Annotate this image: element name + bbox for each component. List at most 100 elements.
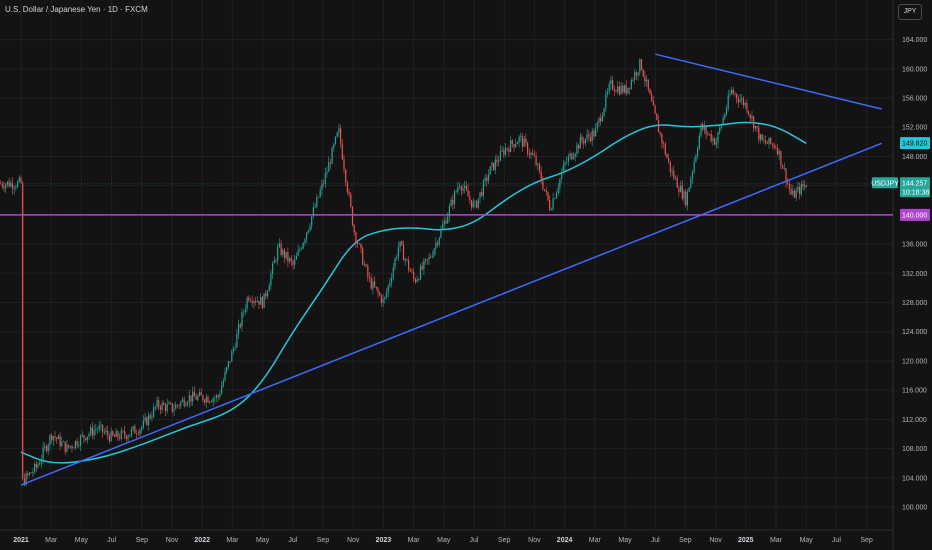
- candle-body: [418, 279, 420, 280]
- candle-body: [210, 401, 212, 403]
- candle-body: [68, 444, 70, 448]
- candle-body: [139, 429, 141, 435]
- candle-body: [523, 138, 525, 147]
- candle-body: [122, 430, 124, 432]
- candle-body: [697, 148, 699, 156]
- time-tick-label: Nov: [709, 537, 722, 544]
- candle-body: [695, 155, 697, 162]
- candle-body: [622, 85, 624, 93]
- candle-body: [277, 246, 279, 261]
- candle-body: [433, 248, 435, 256]
- candle-body: [32, 471, 34, 474]
- candle-body: [266, 291, 269, 297]
- price-axis[interactable]: 100.000 104.000 108.000 112.000 116.000 120.0…: [902, 37, 927, 511]
- price-tick-label: 120.000: [902, 358, 927, 365]
- candle-body: [678, 187, 680, 193]
- candle-body: [438, 237, 440, 245]
- candle-body: [593, 130, 595, 137]
- candle-body: [729, 94, 731, 96]
- candle-body: [771, 143, 773, 145]
- candle-body: [571, 153, 573, 160]
- candle-body: [362, 248, 364, 265]
- candle-body: [166, 404, 168, 411]
- candle-body: [635, 72, 637, 76]
- candle-body: [285, 252, 287, 259]
- candle-body: [550, 209, 552, 211]
- candle-body: [62, 441, 65, 443]
- candle-body: [746, 103, 748, 112]
- candle-body: [178, 405, 180, 406]
- candle-body: [481, 192, 483, 196]
- candle-body: [748, 111, 750, 115]
- candle-body: [666, 154, 668, 158]
- candle-body: [792, 190, 794, 195]
- candle-body: [224, 371, 226, 381]
- candle-body: [241, 312, 243, 327]
- candle-body: [685, 191, 687, 206]
- time-tick-label: Mar: [589, 537, 602, 544]
- last-price-label: 144.257: [902, 181, 927, 188]
- candle-body: [782, 165, 784, 169]
- candle-body: [739, 99, 741, 103]
- candle-body: [370, 278, 372, 289]
- time-axis[interactable]: 2021 Mar May Jul Sep Nov 2022 Mar May Jul Sep Nov 20…: [13, 537, 873, 544]
- candle-body: [521, 135, 524, 147]
- candle-body: [595, 128, 597, 137]
- candle-body: [464, 185, 466, 189]
- candle-body: [73, 447, 75, 449]
- candle-body: [452, 199, 454, 205]
- candle-body: [382, 298, 384, 303]
- currency-button[interactable]: JPY: [898, 4, 922, 20]
- candle-body: [600, 118, 602, 122]
- candle-body: [309, 226, 311, 231]
- candle-body: [319, 190, 321, 198]
- candle-body: [515, 144, 517, 148]
- candle-body: [603, 108, 605, 116]
- candle-body: [408, 259, 410, 270]
- candle-body: [625, 85, 627, 94]
- candle-body: [209, 401, 211, 403]
- candle-body: [776, 147, 779, 155]
- candle-body: [725, 108, 728, 115]
- candle-body: [425, 259, 427, 261]
- candle-body: [351, 206, 354, 226]
- candle-body: [127, 436, 129, 440]
- candle-body: [768, 137, 770, 144]
- candle-body: [221, 386, 223, 395]
- candle-body: [765, 140, 767, 143]
- candle-body: [787, 182, 789, 184]
- candle-body: [248, 297, 250, 301]
- candle-body: [613, 89, 615, 91]
- candle-body: [146, 417, 148, 426]
- candle-body: [436, 242, 439, 245]
- candle-body: [95, 429, 97, 431]
- candle-body: [28, 472, 31, 476]
- candle-body: [74, 440, 76, 448]
- candle-body: [219, 394, 221, 397]
- candle-body: [528, 153, 530, 155]
- candle-body: [731, 89, 733, 95]
- candle-body: [710, 134, 712, 142]
- time-tick-label: Sep: [679, 537, 692, 544]
- candle-body: [98, 426, 100, 430]
- candle-body: [253, 300, 255, 303]
- candle-body: [477, 198, 479, 208]
- drawing-layer: [0, 53, 893, 486]
- price-tick-label: 160.000: [902, 66, 927, 73]
- candle-body: [674, 177, 677, 179]
- candle-body: [56, 437, 58, 440]
- time-tick-label: Mar: [770, 537, 783, 544]
- candle-body: [108, 435, 110, 442]
- candle-body: [30, 472, 32, 474]
- candle-body: [657, 120, 660, 133]
- candle-body: [544, 189, 546, 191]
- candle-body: [39, 463, 41, 465]
- countdown-label: 10:18:38: [902, 189, 929, 196]
- candle-body: [559, 178, 561, 188]
- candle-body: [85, 438, 87, 441]
- candle-body: [243, 312, 245, 313]
- candle-body: [336, 132, 338, 137]
- candle-body: [510, 140, 512, 152]
- candle-body: [724, 114, 726, 119]
